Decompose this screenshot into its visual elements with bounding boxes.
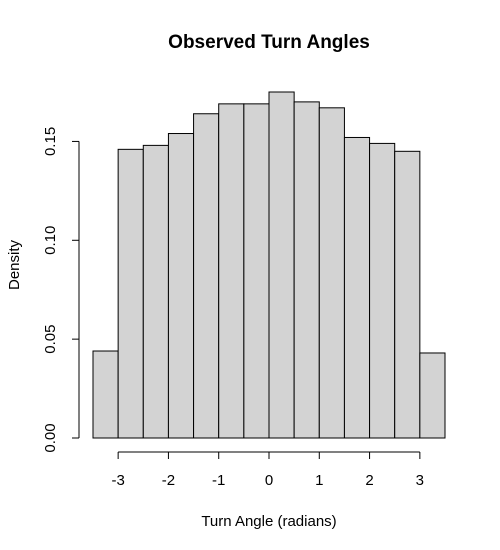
x-tick-label: 1 bbox=[315, 472, 323, 489]
chart-title: Observed Turn Angles bbox=[168, 32, 370, 53]
y-tick-label: 0.00 bbox=[42, 423, 59, 452]
x-axis-label: Turn Angle (radians) bbox=[201, 513, 336, 530]
histogram-bar bbox=[343, 136, 371, 439]
histogram-bar bbox=[243, 103, 270, 439]
histogram-bar bbox=[193, 113, 220, 439]
x-tick-label: 0 bbox=[265, 472, 273, 489]
histogram-bar bbox=[218, 103, 245, 439]
histogram-bar bbox=[142, 144, 169, 439]
histogram-bar bbox=[394, 150, 421, 439]
histogram-bar bbox=[167, 133, 195, 439]
x-axis: -3 -2 -1 0 1 2 3 bbox=[111, 451, 424, 489]
x-tick-label: 3 bbox=[416, 472, 424, 489]
x-tick-label: 2 bbox=[365, 472, 373, 489]
bars-group bbox=[92, 91, 446, 439]
x-tick-label: -1 bbox=[212, 472, 225, 489]
y-axis-label: Density bbox=[6, 239, 23, 290]
y-tick-label: 0.05 bbox=[42, 325, 59, 354]
histogram-bar bbox=[318, 107, 345, 439]
histogram-bar bbox=[369, 142, 396, 439]
histogram-bar bbox=[117, 148, 144, 439]
histogram-bar bbox=[268, 91, 295, 439]
x-tick-label: -3 bbox=[111, 472, 124, 489]
y-tick-label: 0.10 bbox=[42, 226, 59, 255]
histogram-bar bbox=[293, 101, 320, 439]
y-axis: 0.00 0.05 0.10 0.15 bbox=[42, 127, 80, 453]
histogram-bar bbox=[419, 352, 446, 439]
x-tick-label: -2 bbox=[162, 472, 175, 489]
histogram-bar bbox=[92, 350, 119, 439]
y-tick-label: 0.15 bbox=[42, 127, 59, 156]
